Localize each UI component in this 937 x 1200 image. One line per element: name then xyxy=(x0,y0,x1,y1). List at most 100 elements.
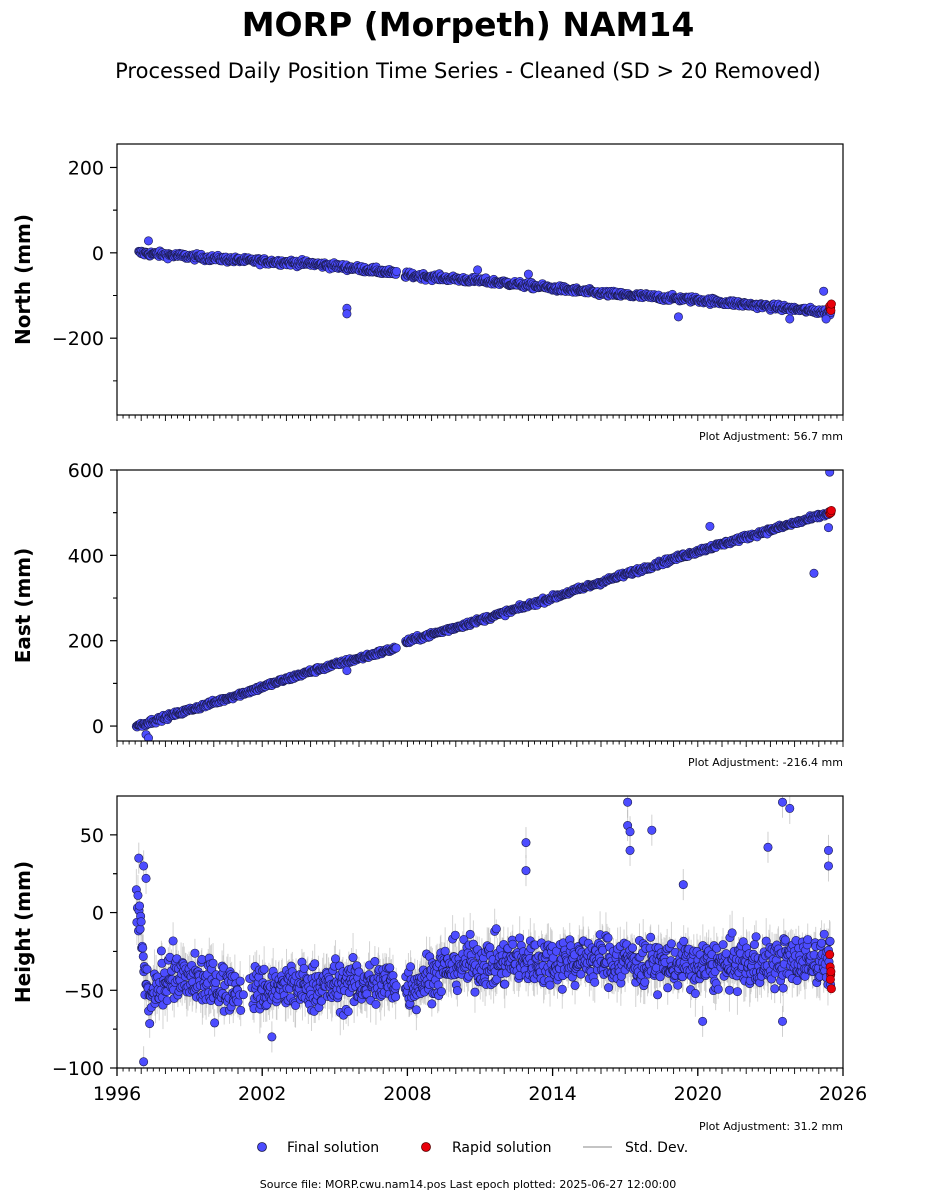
final-solution-point xyxy=(139,861,149,871)
final-solution-point xyxy=(673,312,683,322)
final-solution-point xyxy=(342,666,352,676)
north-panel: −200 0 200 North (mm) Plot Adjustment: 56.7 … xyxy=(11,143,844,443)
legend-std-label: Std. Dev. xyxy=(625,1140,688,1156)
final-solution-point xyxy=(291,1000,301,1010)
final-solution-point xyxy=(623,797,633,807)
final-solution-point xyxy=(317,996,327,1006)
plot-adjustment-note: Plot Adjustment: -216.4 mm xyxy=(688,756,843,769)
final-solution-point xyxy=(143,733,153,741)
final-solution-point xyxy=(625,827,635,837)
final-solution-points xyxy=(134,236,836,324)
final-solution-point xyxy=(208,958,218,968)
final-solution-point xyxy=(823,523,833,533)
y-tick-label: −100 xyxy=(52,1058,104,1080)
final-solution-point xyxy=(330,954,340,964)
final-solution-point xyxy=(210,1018,220,1028)
final-solution-point xyxy=(825,936,835,946)
final-solution-point xyxy=(136,917,146,927)
plot-area xyxy=(131,796,836,1068)
final-solution-point xyxy=(640,977,650,987)
final-solution-point xyxy=(465,929,475,939)
y-axis: −100 −50 0 50 xyxy=(52,825,117,1080)
y-tick-label: 200 xyxy=(68,631,104,653)
final-solution-point xyxy=(259,964,269,974)
rapid-solution-point xyxy=(826,299,836,309)
final-solution-point xyxy=(197,954,207,964)
final-solution-points xyxy=(131,470,835,741)
final-solution-point xyxy=(133,890,143,900)
final-solution-point xyxy=(646,932,656,942)
final-solution-point xyxy=(299,963,309,973)
legend-rapid-label: Rapid solution xyxy=(452,1140,552,1156)
final-solution-point xyxy=(590,977,600,987)
final-solution-point xyxy=(168,936,178,946)
final-solution-point xyxy=(190,948,200,958)
final-solution-point xyxy=(690,989,700,999)
y-tick-label: −50 xyxy=(64,980,104,1002)
final-solution-point xyxy=(625,845,635,855)
final-solution-point xyxy=(823,861,833,871)
rapid-solution-points xyxy=(825,950,836,994)
y-axis-label: North (mm) xyxy=(11,214,35,345)
final-solution-point xyxy=(235,976,245,986)
final-solution-point xyxy=(470,987,480,997)
legend: Final solution Rapid solution Std. Dev. xyxy=(257,1140,688,1156)
final-solution-point xyxy=(821,314,831,324)
rapid-solution-points xyxy=(825,299,836,315)
y-tick-label: 600 xyxy=(68,460,104,482)
final-solution-point xyxy=(135,901,145,911)
final-solution-point xyxy=(406,962,416,972)
std-dev-bars xyxy=(135,796,832,1068)
final-solution-point xyxy=(370,956,380,966)
source-footer: Source file: MORP.cwu.nam14.pos Last epo… xyxy=(260,1178,676,1191)
final-solution-point xyxy=(450,930,460,940)
final-solution-point xyxy=(663,983,673,993)
final-solution-point xyxy=(713,984,723,994)
east-panel: 0 200 400 600 East (mm) Plot Adjustment: -216… xyxy=(11,460,844,769)
final-solution-point xyxy=(653,990,663,1000)
final-solution-point xyxy=(817,938,827,948)
final-solution-point xyxy=(485,942,495,952)
final-solution-point xyxy=(655,972,665,982)
final-solution-point xyxy=(604,983,614,993)
final-solution-point xyxy=(785,803,795,813)
final-solution-point xyxy=(785,314,795,324)
final-solution-point xyxy=(718,940,728,950)
legend-final-marker xyxy=(257,1142,267,1152)
final-solution-point xyxy=(392,266,402,276)
final-solution-point xyxy=(473,265,483,275)
y-tick-label: 0 xyxy=(92,716,104,738)
y-tick-label: 0 xyxy=(92,903,104,925)
plot-adjustment-note: Plot Adjustment: 56.7 mm xyxy=(699,430,843,443)
legend-rapid-marker xyxy=(421,1142,431,1152)
final-solution-point xyxy=(823,845,833,855)
y-tick-label: 400 xyxy=(68,545,104,567)
plot-adjustment-note: Plot Adjustment: 31.2 mm xyxy=(699,1120,843,1133)
final-solution-point xyxy=(576,969,586,979)
final-solution-point xyxy=(698,1016,708,1026)
final-solution-point xyxy=(427,999,437,1009)
final-solution-point xyxy=(138,943,148,953)
final-solution-point xyxy=(557,984,567,994)
legend-final-label: Final solution xyxy=(287,1140,379,1156)
final-solution-point xyxy=(371,999,381,1009)
final-solution-point xyxy=(391,981,401,991)
final-solution-point xyxy=(508,939,518,949)
y-axis-label: Height (mm) xyxy=(11,861,35,1003)
height-panel: −100 −50 0 50 Height (mm) 1996 2002 2008 2014 202… xyxy=(11,795,867,1133)
x-tick-label: 2002 xyxy=(238,1083,286,1105)
final-solution-point xyxy=(523,269,533,279)
final-solution-point xyxy=(440,946,450,956)
x-tick-label: 2014 xyxy=(528,1083,576,1105)
y-tick-label: −200 xyxy=(52,328,104,350)
rapid-solution-point xyxy=(825,974,835,984)
final-solution-point xyxy=(135,924,145,934)
final-solution-point xyxy=(777,797,787,807)
chart-subtitle: Processed Daily Position Time Series - C… xyxy=(115,59,821,83)
final-solution-point xyxy=(673,980,683,990)
rapid-solution-point xyxy=(826,984,836,994)
final-solution-point xyxy=(777,1016,787,1026)
final-solution-point xyxy=(780,935,790,945)
final-solution-point xyxy=(751,932,761,942)
